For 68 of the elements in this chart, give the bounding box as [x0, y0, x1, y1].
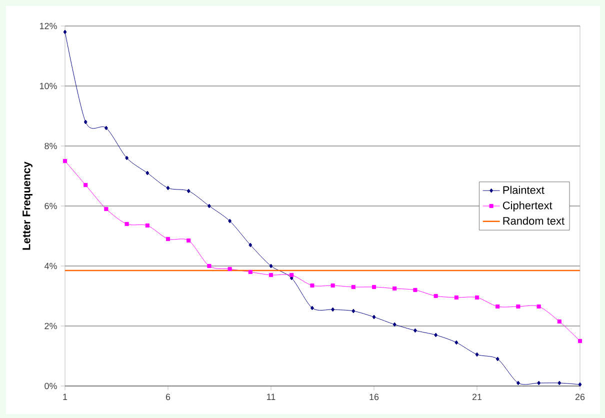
point: [578, 382, 582, 387]
point: [186, 238, 191, 243]
point: [454, 340, 458, 345]
x-tick-label: 6: [166, 394, 170, 400]
y-tick-label: 6%: [44, 202, 57, 210]
point: [372, 284, 376, 290]
x-tick-label: 11: [267, 394, 276, 400]
point: [248, 242, 252, 248]
y-axis-title: Letter Frequency: [22, 162, 32, 250]
point: [166, 236, 170, 242]
point: [454, 295, 458, 300]
x-tick-label: 21: [472, 394, 482, 400]
point: [474, 295, 480, 300]
point: [63, 30, 67, 34]
y-tick-label: 2%: [44, 322, 57, 330]
legend-label: Ciphertext: [502, 201, 552, 212]
point: [104, 206, 108, 212]
point: [104, 126, 108, 130]
point: [516, 380, 520, 386]
point: [228, 266, 232, 272]
point: [166, 186, 170, 190]
point: [207, 204, 211, 208]
point: [290, 272, 294, 278]
point: [496, 356, 500, 362]
point: [125, 156, 129, 160]
point: [352, 308, 356, 314]
point: [516, 304, 520, 309]
point: [578, 338, 582, 344]
point: [331, 307, 335, 312]
point: [145, 223, 150, 228]
point: [557, 319, 562, 324]
point: [537, 380, 541, 386]
point: [392, 322, 396, 327]
point: [124, 222, 129, 226]
point: [351, 284, 356, 290]
point: [146, 170, 150, 176]
point: [269, 264, 273, 268]
point: [434, 332, 438, 338]
point: [558, 380, 562, 386]
point: [392, 286, 397, 291]
point: [62, 158, 68, 164]
point: [330, 283, 335, 288]
point: [496, 304, 500, 309]
x-tick-label: 26: [575, 394, 585, 400]
x-tick-label: 1: [63, 394, 68, 400]
legend-label: Plaintext: [503, 186, 544, 194]
point: [413, 288, 418, 292]
point: [248, 270, 252, 274]
point: [186, 188, 190, 194]
point: [228, 218, 232, 224]
point: [413, 328, 417, 333]
point: [310, 306, 314, 310]
legend-label: Random text: [503, 216, 564, 225]
point: [310, 283, 314, 288]
x-tick-label: 16: [370, 394, 379, 400]
point: [475, 352, 479, 357]
point: [207, 264, 212, 268]
y-tick-label: 4%: [44, 262, 57, 270]
point: [536, 304, 541, 309]
y-tick-label: 0%: [44, 382, 57, 390]
point: [434, 294, 438, 298]
point: [84, 120, 88, 124]
point: [268, 272, 274, 278]
point: [84, 182, 88, 188]
y-tick-label: 8%: [44, 142, 57, 150]
point: [372, 314, 376, 320]
y-tick-label: 10%: [40, 82, 57, 90]
y-tick-label: 12%: [40, 22, 57, 30]
